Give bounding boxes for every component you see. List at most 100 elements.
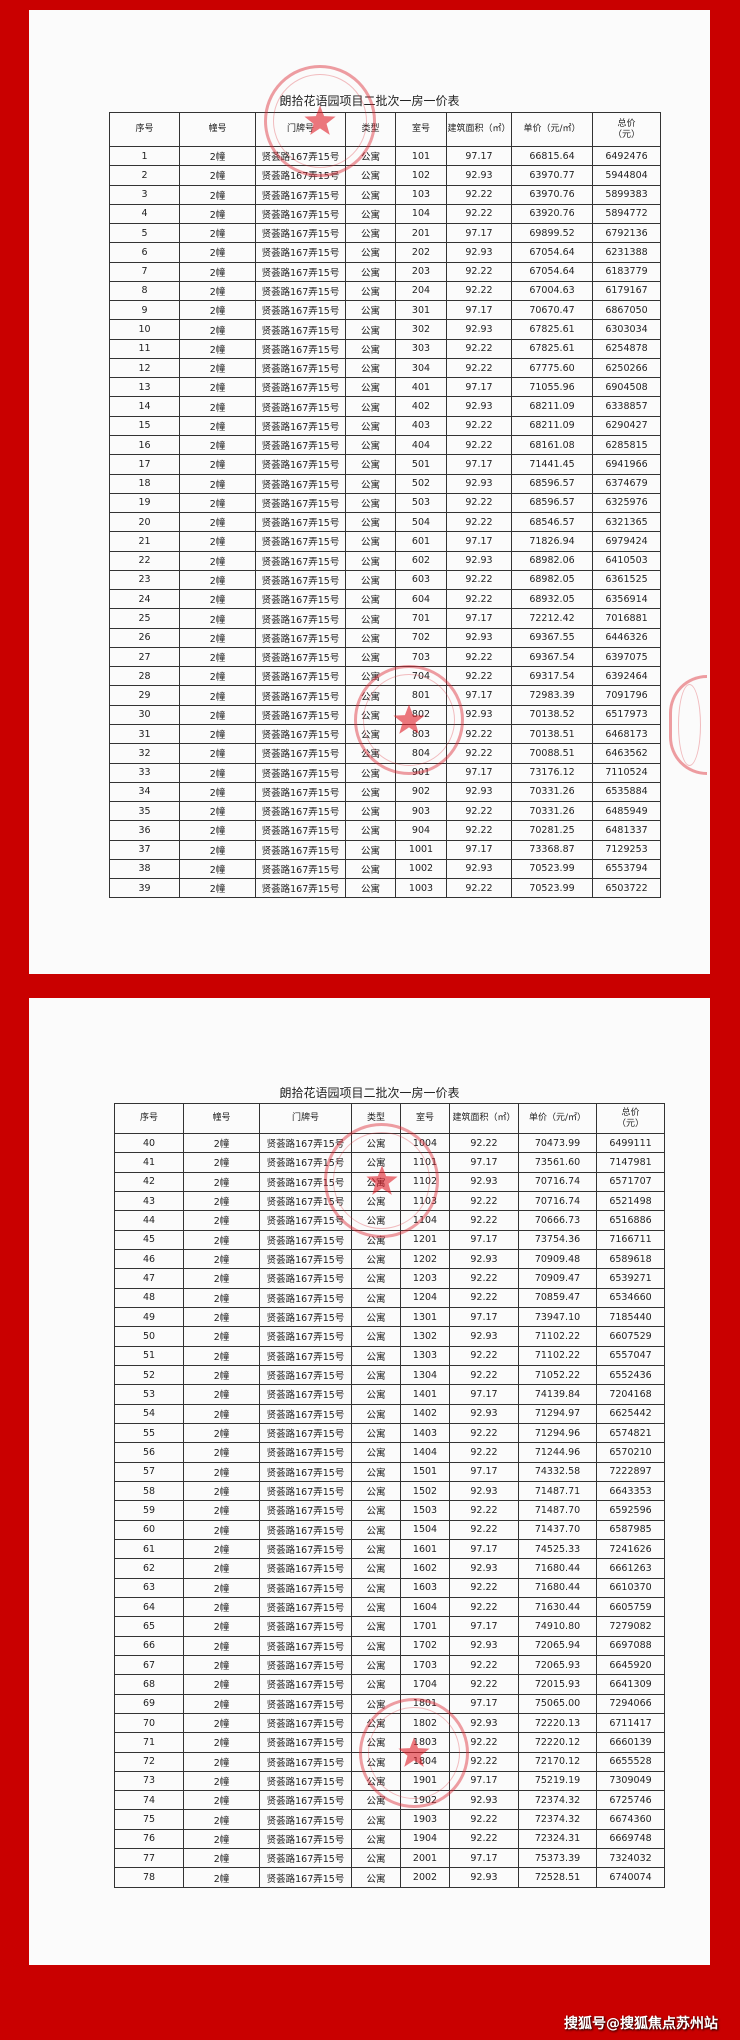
cell-building: 2幢 [183,1848,260,1869]
cell-address: 贤荟路167弄15号 [255,608,346,629]
cell-seq: 31 [109,723,180,745]
table-row: 53 2幢 贤荟路167弄15号 公寓 1401 97.17 74139.84 7204168 [114,1384,665,1405]
cell-building: 2幢 [179,704,256,725]
cell-address: 贤荟路167弄15号 [259,1809,352,1830]
cell-address: 贤荟路167弄15号 [259,1674,352,1695]
cell-address: 贤荟路167弄15号 [255,820,346,841]
cell-total-price: 7222897 [596,1461,665,1482]
cell-unit-price: 71052.22 [518,1364,597,1386]
cell-building: 2幢 [179,589,256,610]
cell-area: 97.17 [446,454,512,475]
cell-address: 贤荟路167弄15号 [259,1558,352,1579]
cell-area: 97.17 [449,1461,519,1482]
cell-type: 公寓 [351,1732,401,1753]
cell-type: 公寓 [351,1132,401,1154]
cell-unit-price: 72220.12 [518,1732,597,1753]
cell-building: 2幢 [183,1654,260,1676]
cell-building: 2幢 [183,1867,260,1888]
cell-unit-price: 71294.97 [518,1403,597,1424]
table-row: 61 2幢 贤荟路167弄15号 公寓 1601 97.17 74525.33 7241626 [114,1538,665,1560]
cell-building: 2幢 [179,531,256,552]
cell-address: 贤荟路167弄15号 [259,1712,352,1734]
cell-total-price: 7110524 [592,762,661,783]
cell-type: 公寓 [345,569,396,591]
cell-unit-price: 73947.10 [518,1306,597,1328]
cell-unit-price: 70473.99 [518,1132,597,1154]
cell-building: 2幢 [183,1538,260,1560]
cell-seq: 14 [109,396,180,417]
cell-address: 贤荟路167弄15号 [259,1442,352,1463]
cell-address: 贤荟路167弄15号 [255,165,346,186]
cell-type: 公寓 [351,1848,401,1869]
cell-room: 2001 [400,1848,450,1869]
cell-room: 202 [395,242,447,263]
cell-room: 1204 [400,1287,450,1308]
cell-seq: 65 [114,1616,184,1637]
cell-address: 贤荟路167弄15号 [255,858,346,880]
cell-total-price: 6325976 [592,492,661,514]
price-table: 序号 幢号 门牌号 类型 室号 建筑面积（㎡） 单价（元/㎡） 总价 （元） 1 2幢 贤荟路167… [109,112,661,899]
cell-room: 1202 [400,1248,450,1270]
cell-type: 公寓 [345,319,396,340]
cell-seq: 17 [109,454,180,475]
cell-area: 92.93 [449,1480,519,1502]
cell-area: 92.22 [446,743,512,764]
cell-type: 公寓 [351,1248,401,1270]
cell-building: 2幢 [183,1326,260,1347]
table-row: 31 2幢 贤荟路167弄15号 公寓 803 92.22 70138.51 6468173 [109,723,661,745]
table-row: 45 2幢 贤荟路167弄15号 公寓 1201 97.17 73754.36 7166711 [114,1229,665,1250]
cell-area: 97.17 [449,1693,519,1714]
cell-total-price: 6557047 [596,1345,665,1366]
cell-building: 2幢 [183,1152,260,1173]
cell-total-price: 6660139 [596,1732,665,1753]
cell-building: 2幢 [183,1306,260,1328]
cell-area: 92.22 [449,1190,519,1212]
cell-area: 92.22 [446,878,512,899]
cell-seq: 46 [114,1248,184,1270]
table-row: 27 2幢 贤荟路167弄15号 公寓 703 92.22 69367.54 6397075 [109,646,661,668]
cell-area: 92.93 [449,1403,519,1424]
cell-type: 公寓 [351,1500,401,1521]
column-header-area: 建筑面积（㎡） [449,1103,519,1134]
cell-unit-price: 68596.57 [511,473,593,494]
cell-type: 公寓 [351,1422,401,1444]
table-row: 11 2幢 贤荟路167弄15号 公寓 303 92.22 67825.61 6254878 [109,338,661,359]
cell-address: 贤荟路167弄15号 [259,1190,352,1212]
cell-room: 1001 [395,839,447,860]
cell-building: 2幢 [179,338,256,359]
cell-total-price: 6410503 [592,550,661,571]
cell-total-price: 6179167 [592,280,661,302]
cell-total-price: 6625442 [596,1403,665,1424]
cell-address: 贤荟路167弄15号 [259,1500,352,1521]
cell-area: 92.93 [446,858,512,880]
cell-building: 2幢 [183,1480,260,1502]
cell-seq: 67 [114,1654,184,1676]
cell-seq: 73 [114,1770,184,1792]
cell-unit-price: 75065.00 [518,1693,597,1714]
cell-total-price: 6740074 [596,1867,665,1888]
table-row: 58 2幢 贤荟路167弄15号 公寓 1502 92.93 71487.71 6643353 [114,1480,665,1502]
cell-unit-price: 73561.60 [518,1152,597,1173]
cell-address: 贤荟路167弄15号 [255,280,346,302]
cell-address: 贤荟路167弄15号 [259,1732,352,1753]
cell-unit-price: 68596.57 [511,492,593,514]
table-row: 21 2幢 贤荟路167弄15号 公寓 601 97.17 71826.94 6979424 [109,531,661,552]
column-header-address: 门牌号 [259,1103,352,1134]
table-row: 68 2幢 贤荟路167弄15号 公寓 1704 92.22 72015.93 6641309 [114,1674,665,1695]
cell-unit-price: 71437.70 [518,1519,597,1540]
cell-room: 1701 [400,1616,450,1637]
cell-unit-price: 69899.52 [511,223,593,244]
cell-unit-price: 63970.76 [511,184,593,205]
cell-total-price: 6669748 [596,1828,665,1850]
cell-area: 97.17 [449,1848,519,1869]
cell-seq: 48 [114,1287,184,1308]
cell-address: 贤荟路167弄15号 [255,396,346,417]
table-row: 66 2幢 贤荟路167弄15号 公寓 1702 92.93 72065.94 6697088 [114,1635,665,1656]
cell-room: 601 [395,531,447,552]
cell-total-price: 5894772 [592,203,661,225]
cell-building: 2幢 [179,569,256,591]
cell-room: 502 [395,473,447,494]
table-row: 5 2幢 贤荟路167弄15号 公寓 201 97.17 69899.52 6792136 [109,223,661,244]
cell-unit-price: 70523.99 [511,858,593,880]
cell-type: 公寓 [345,184,396,205]
